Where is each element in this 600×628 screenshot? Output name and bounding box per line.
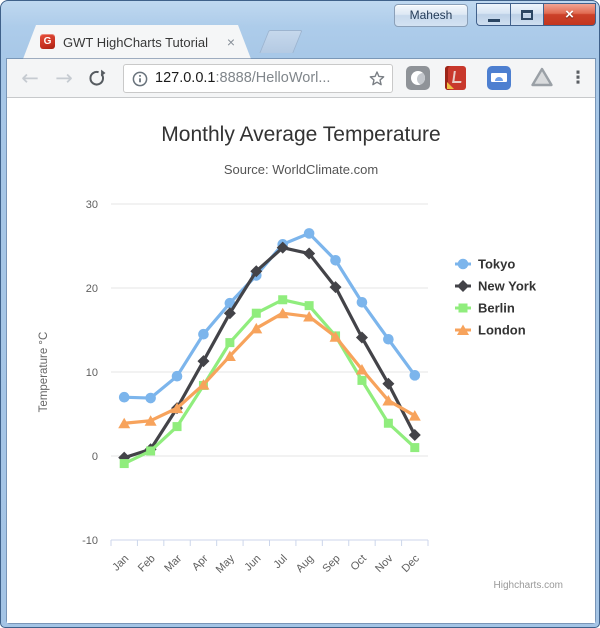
minimize-button[interactable]: [476, 3, 510, 26]
browser-tab[interactable]: G GWT HighCharts Tutorial ×: [23, 25, 251, 59]
x-axis-tick-label: Dec: [400, 552, 423, 575]
minimize-icon: [487, 19, 500, 22]
chrome-menu-button[interactable]: ⋮: [565, 65, 591, 91]
bookmark-star-icon: [369, 71, 385, 86]
extension-button-2[interactable]: [443, 65, 469, 91]
forward-icon: →: [55, 66, 73, 90]
reload-button[interactable]: [87, 69, 106, 88]
legend: Tokyo New York Berlin London: [455, 257, 537, 338]
extension-2-book-icon: [445, 66, 466, 90]
y-gridlines: -10 0 10 20 30: [82, 199, 428, 547]
back-icon: ←: [21, 66, 39, 90]
legend-item-berlin[interactable]: Berlin: [455, 301, 515, 316]
browser-client-area: ← → 127.0.0: [7, 59, 595, 623]
title-bar[interactable]: Mahesh ×: [1, 1, 599, 27]
x-axis-tick-label: Aug: [294, 553, 316, 575]
y-axis-tick-label: 10: [86, 367, 98, 379]
legend-item-new-york[interactable]: New York: [455, 279, 537, 294]
maximize-icon: [521, 9, 533, 20]
y-axis-title: Temperature °C: [38, 332, 50, 413]
extension-button-1[interactable]: [405, 65, 431, 91]
close-icon: ×: [565, 6, 574, 23]
legend-item-tokyo[interactable]: Tokyo: [455, 257, 515, 272]
extension-button-4[interactable]: [529, 65, 555, 91]
chart-title: Monthly Average Temperature: [161, 123, 441, 146]
series-tokyo: [118, 228, 421, 404]
url-host: 127.0.0.1: [155, 70, 216, 86]
extension-button-3[interactable]: [486, 65, 512, 91]
series-london: [118, 307, 421, 429]
x-axis-tick-label: May: [214, 552, 238, 576]
x-axis: Jan Feb Mar Apr May Jun Jul Aug Sep Oct Nov Dec: [110, 539, 429, 576]
series-new-york: [118, 241, 421, 464]
x-axis-tick-label: Jul: [271, 553, 289, 571]
menu-dots-icon: ⋮: [569, 68, 587, 88]
maximize-button[interactable]: [510, 3, 544, 26]
address-bar[interactable]: 127.0.0.1:8888/HelloWorl...: [123, 64, 393, 93]
temperature-chart: -10 0 10 20 30 Jan Feb Mar Apr May Jun Jul Aug Sep Oct…: [38, 199, 563, 591]
x-axis-tick-label: Jun: [242, 553, 263, 574]
x-axis-tick-label: Sep: [320, 553, 342, 575]
url-text[interactable]: 127.0.0.1:8888/HelloWorl...: [155, 65, 330, 92]
x-axis-tick-label: Apr: [190, 552, 211, 573]
x-axis-tick-label: Oct: [348, 553, 369, 574]
tab-close-button[interactable]: ×: [226, 34, 235, 50]
navigation-toolbar: ← → 127.0.0: [7, 59, 595, 98]
legend-label: Tokyo: [478, 257, 515, 272]
page-info-button[interactable]: [132, 71, 148, 92]
extension-1-icon: [406, 66, 430, 90]
new-tab-button[interactable]: [259, 30, 303, 53]
page-content: -10 0 10 20 30 Jan Feb Mar Apr May Jun Jul Aug Sep Oct…: [7, 98, 595, 623]
x-axis-tick-label: Jan: [110, 553, 131, 574]
legend-label: London: [478, 323, 526, 338]
y-axis-tick-label: 30: [86, 199, 98, 211]
info-icon: [132, 71, 148, 87]
url-path: :8888/HelloWorl...: [215, 70, 331, 86]
x-axis-tick-label: Nov: [373, 552, 396, 575]
legend-item-london[interactable]: London: [455, 323, 526, 338]
back-button[interactable]: ←: [15, 59, 45, 97]
tab-title: GWT HighCharts Tutorial: [63, 35, 208, 50]
y-axis-tick-label: -10: [82, 535, 98, 547]
chart-subtitle: Source: WorldClimate.com: [223, 162, 379, 177]
legend-label: Berlin: [478, 301, 515, 316]
close-button[interactable]: ×: [544, 3, 596, 26]
profile-button[interactable]: Mahesh: [394, 4, 468, 27]
x-axis-tick-label: Mar: [162, 552, 184, 574]
x-axis-tick-label: Feb: [136, 553, 158, 575]
legend-label: New York: [478, 279, 537, 294]
y-axis-tick-label: 0: [92, 451, 98, 463]
y-axis-tick-label: 20: [86, 283, 98, 295]
gwt-favicon-icon: G: [40, 34, 55, 49]
highcharts-credit[interactable]: Highcharts.com: [494, 580, 563, 591]
forward-button[interactable]: →: [49, 59, 79, 97]
extension-3-window-icon: [487, 66, 511, 90]
drive-triangle-icon: [531, 67, 553, 87]
bookmark-button[interactable]: [369, 71, 385, 87]
reload-icon: [89, 69, 106, 86]
